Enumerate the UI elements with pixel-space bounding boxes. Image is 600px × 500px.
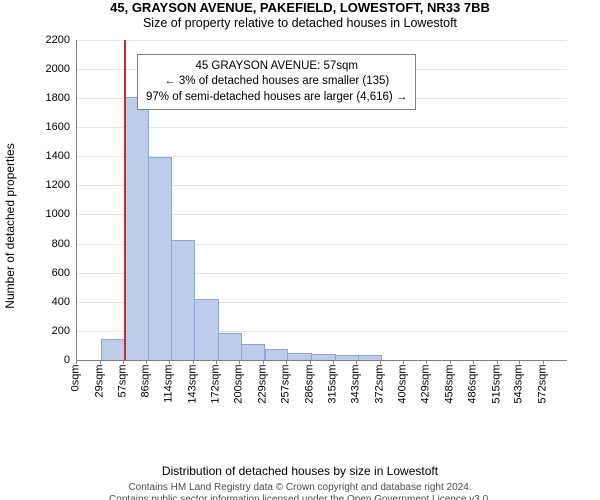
y-tick-label: 2000 bbox=[20, 64, 70, 75]
x-tick-mark bbox=[239, 360, 240, 364]
x-tick-mark bbox=[333, 360, 334, 364]
y-tick-label: 800 bbox=[20, 239, 70, 250]
y-tick-label: 1200 bbox=[20, 180, 70, 191]
x-tick-label: 0sqm bbox=[71, 364, 82, 414]
info-line-1: 45 GRAYSON AVENUE: 57sqm bbox=[146, 59, 407, 75]
x-tick-label: 429sqm bbox=[421, 364, 432, 414]
x-tick-label: 257sqm bbox=[280, 364, 291, 414]
chart-subtitle: Size of property relative to detached ho… bbox=[0, 16, 600, 32]
histogram-bar bbox=[101, 339, 125, 360]
x-tick-label: 172sqm bbox=[211, 364, 222, 414]
attribution: Contains HM Land Registry data © Crown c… bbox=[0, 482, 600, 500]
y-tick-label: 1800 bbox=[20, 93, 70, 104]
x-tick-mark bbox=[286, 360, 287, 364]
marker-line bbox=[124, 40, 126, 360]
x-tick-label: 114sqm bbox=[164, 364, 175, 414]
x-tick-label: 543sqm bbox=[514, 364, 525, 414]
x-tick-label: 400sqm bbox=[397, 364, 408, 414]
x-tick-mark bbox=[356, 360, 357, 364]
info-box: 45 GRAYSON AVENUE: 57sqm ← 3% of detache… bbox=[137, 54, 416, 111]
histogram-bar bbox=[171, 240, 195, 360]
x-tick-mark bbox=[450, 360, 451, 364]
gridline bbox=[77, 127, 567, 128]
x-tick-mark bbox=[169, 360, 170, 364]
x-tick-label: 286sqm bbox=[304, 364, 315, 414]
info-line-2: ← 3% of detached houses are smaller (135… bbox=[146, 74, 407, 90]
histogram-bar bbox=[335, 355, 359, 360]
histogram-bar bbox=[265, 349, 289, 360]
chart-title: 45, GRAYSON AVENUE, PAKEFIELD, LOWESTOFT… bbox=[0, 0, 600, 16]
info-line-3: 97% of semi-detached houses are larger (… bbox=[146, 90, 407, 106]
x-tick-mark bbox=[380, 360, 381, 364]
gridline bbox=[77, 40, 567, 41]
attribution-line-1: Contains HM Land Registry data © Crown c… bbox=[0, 482, 600, 495]
x-tick-mark bbox=[310, 360, 311, 364]
x-tick-label: 315sqm bbox=[328, 364, 339, 414]
x-tick-mark bbox=[263, 360, 264, 364]
x-tick-label: 200sqm bbox=[234, 364, 245, 414]
y-tick-label: 200 bbox=[20, 326, 70, 337]
x-tick-mark bbox=[100, 360, 101, 364]
chart-container: { "title": "45, GRAYSON AVENUE, PAKEFIEL… bbox=[0, 0, 600, 500]
x-tick-mark bbox=[403, 360, 404, 364]
y-axis-label: Number of detached properties bbox=[3, 143, 17, 308]
x-tick-label: 515sqm bbox=[491, 364, 502, 414]
histogram-bar bbox=[194, 299, 218, 360]
histogram-bar bbox=[124, 97, 148, 360]
x-tick-label: 229sqm bbox=[258, 364, 269, 414]
histogram-bar bbox=[287, 353, 311, 360]
x-axis-label: Distribution of detached houses by size … bbox=[0, 464, 600, 478]
attribution-line-2: Contains public sector information licen… bbox=[0, 494, 600, 500]
x-tick-label: 458sqm bbox=[445, 364, 456, 414]
x-tick-mark bbox=[543, 360, 544, 364]
x-tick-label: 86sqm bbox=[141, 364, 152, 414]
x-tick-label: 572sqm bbox=[538, 364, 549, 414]
x-tick-label: 143sqm bbox=[187, 364, 198, 414]
histogram-bar bbox=[148, 157, 172, 360]
x-tick-label: 29sqm bbox=[94, 364, 105, 414]
histogram-bar bbox=[241, 344, 265, 360]
y-tick-label: 2200 bbox=[20, 35, 70, 46]
x-tick-mark bbox=[123, 360, 124, 364]
x-tick-label: 343sqm bbox=[351, 364, 362, 414]
x-tick-mark bbox=[497, 360, 498, 364]
x-tick-label: 57sqm bbox=[117, 364, 128, 414]
x-tick-mark bbox=[193, 360, 194, 364]
y-tick-label: 600 bbox=[20, 268, 70, 279]
x-tick-mark bbox=[216, 360, 217, 364]
y-tick-label: 1400 bbox=[20, 151, 70, 162]
x-tick-mark bbox=[519, 360, 520, 364]
y-tick-label: 1600 bbox=[20, 122, 70, 133]
histogram-bar bbox=[358, 355, 382, 360]
plot-area: 45 GRAYSON AVENUE: 57sqm ← 3% of detache… bbox=[76, 40, 567, 361]
histogram-bar bbox=[218, 333, 242, 360]
x-tick-mark bbox=[146, 360, 147, 364]
x-tick-mark bbox=[76, 360, 77, 364]
y-tick-label: 1000 bbox=[20, 209, 70, 220]
chart-area: Number of detached properties 45 GRAYSON… bbox=[20, 36, 580, 416]
histogram-bar bbox=[311, 354, 335, 360]
x-tick-mark bbox=[426, 360, 427, 364]
y-tick-label: 400 bbox=[20, 297, 70, 308]
y-tick-label: 0 bbox=[20, 355, 70, 366]
x-tick-label: 372sqm bbox=[374, 364, 385, 414]
x-tick-label: 486sqm bbox=[467, 364, 478, 414]
x-tick-mark bbox=[473, 360, 474, 364]
